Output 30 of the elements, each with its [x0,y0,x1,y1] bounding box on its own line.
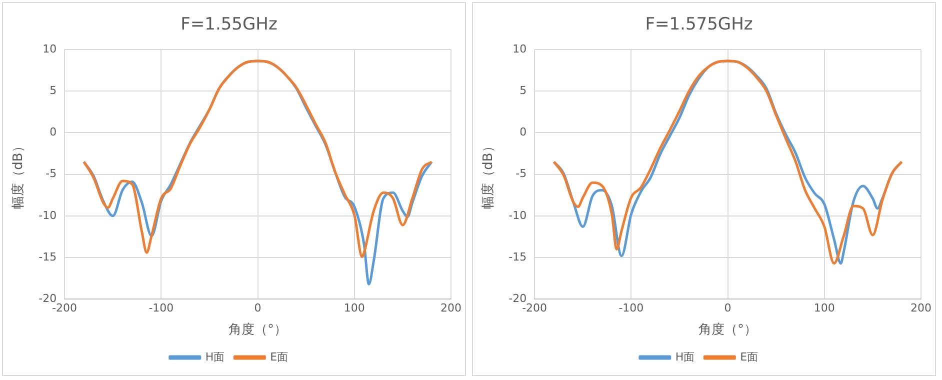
y-tick-label: 10 [512,42,527,56]
y-axis-title: 幅度（dB） [10,140,26,209]
y-tick-label: 0 [520,126,527,139]
x-tick-label: 0 [724,302,732,315]
y-tick-label: -15 [38,250,57,264]
x-tick-label: 200 [910,302,932,315]
y-tick-label: 5 [520,84,527,97]
chart-title: F=1.55GHz [180,14,278,35]
y-axis-title: 幅度（dB） [480,140,496,209]
y-tick-label: 10 [42,42,57,56]
y-tick-label: 5 [50,84,57,97]
x-axis-title: 角度（°） [228,322,288,338]
y-tick-label: -5 [46,167,57,180]
legend-label: H面 [675,350,695,364]
y-tick-label: 0 [50,126,57,139]
y-tick-label: -5 [516,167,527,180]
x-tick-label: 0 [254,302,262,315]
y-tick-label: -10 [38,208,57,222]
x-tick-label: 100 [814,302,835,315]
x-tick-label: 100 [344,302,365,315]
legend-label: E面 [740,350,758,364]
chart-title: F=1.575GHz [645,14,753,35]
legend-label: E面 [270,350,288,364]
x-axis-title: 角度（°） [698,322,758,338]
y-tick-label: -15 [508,250,527,264]
legend-label: H面 [205,350,225,364]
x-tick-label: -100 [618,302,644,315]
x-tick-label: 200 [440,302,462,315]
x-tick-label: -100 [148,302,174,315]
y-tick-label: -10 [508,208,527,222]
